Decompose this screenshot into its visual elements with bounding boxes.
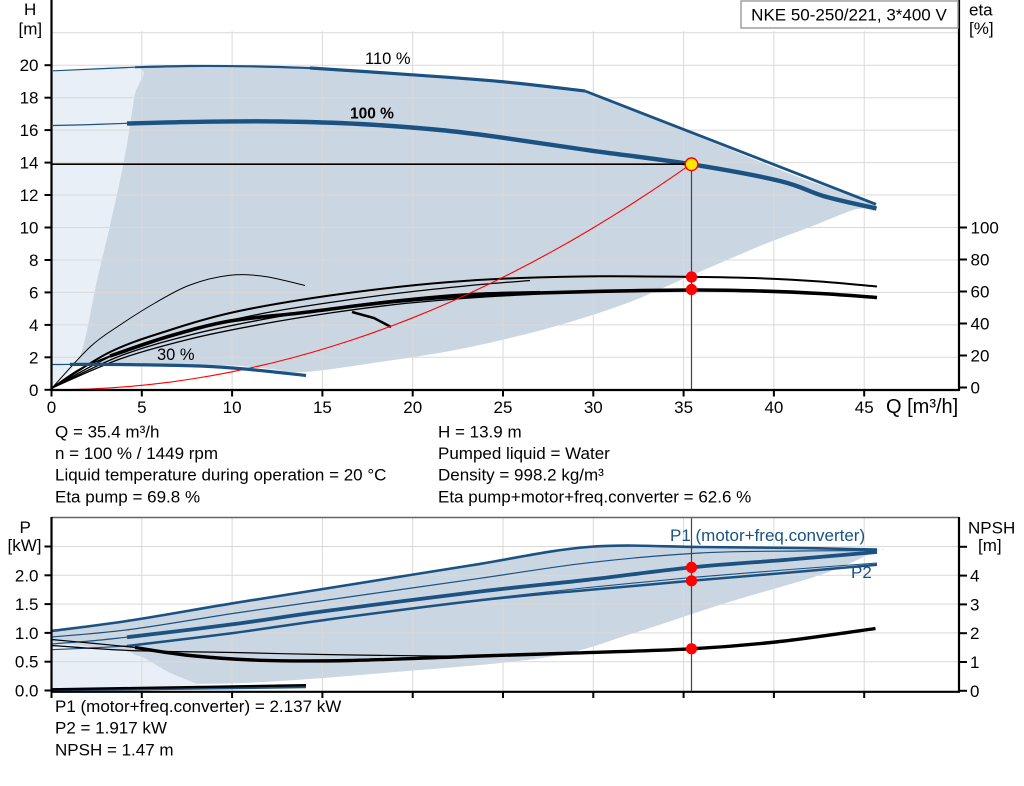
svg-text:15: 15 [313,398,332,417]
svg-text:0: 0 [47,398,56,417]
svg-text:Q = 35.4 m³/h: Q = 35.4 m³/h [55,423,159,442]
svg-text:NKE 50-250/221, 3*400 V: NKE 50-250/221, 3*400 V [751,6,947,25]
svg-text:60: 60 [971,283,990,302]
svg-text:0.5: 0.5 [15,653,39,672]
svg-text:10: 10 [223,398,242,417]
svg-text:16: 16 [20,121,39,140]
svg-text:8: 8 [29,251,38,270]
svg-text:1: 1 [970,653,979,672]
svg-text:P: P [20,518,31,537]
svg-text:10: 10 [20,219,39,238]
svg-text:35: 35 [674,398,693,417]
svg-text:20: 20 [403,398,422,417]
svg-text:40: 40 [764,398,783,417]
svg-text:H = 13.9 m: H = 13.9 m [438,423,522,442]
svg-text:20: 20 [971,347,990,366]
svg-text:0.0: 0.0 [15,682,39,701]
svg-text:Liquid temperature during oper: Liquid temperature during operation = 20… [55,466,386,485]
svg-text:25: 25 [494,398,513,417]
svg-text:Eta pump = 69.8 %: Eta pump = 69.8 % [55,487,200,506]
svg-text:Density = 998.2 kg/m³: Density = 998.2 kg/m³ [438,466,604,485]
svg-text:eta: eta [969,1,993,20]
svg-text:n = 100 % / 1449 rpm: n = 100 % / 1449 rpm [55,444,218,463]
svg-text:4: 4 [29,316,38,335]
svg-text:H: H [24,0,36,19]
svg-text:12: 12 [20,186,39,205]
svg-text:110 %: 110 % [365,50,411,68]
svg-text:30: 30 [584,398,603,417]
svg-text:30 %: 30 % [157,346,195,364]
svg-text:4: 4 [970,567,979,586]
svg-text:20: 20 [20,56,39,75]
svg-text:P2: P2 [851,563,872,582]
svg-text:45: 45 [855,398,874,417]
svg-text:0: 0 [971,379,980,398]
svg-text:1.0: 1.0 [15,624,39,643]
svg-text:40: 40 [971,315,990,334]
svg-text:[%]: [%] [969,19,994,38]
svg-text:3: 3 [970,595,979,614]
svg-text:Q [m³/h]: Q [m³/h] [886,396,958,418]
svg-text:100 %: 100 % [350,106,394,123]
svg-text:P1 (motor+freq.converter) = 2.: P1 (motor+freq.converter) = 2.137 kW [55,697,341,716]
svg-text:0: 0 [29,381,38,400]
svg-text:0: 0 [970,682,979,701]
svg-text:NPSH: NPSH [968,519,1015,538]
svg-text:80: 80 [971,251,990,270]
svg-text:NPSH = 1.47 m: NPSH = 1.47 m [55,740,174,759]
svg-text:[m]: [m] [978,536,1002,555]
svg-text:P1 (motor+freq.converter): P1 (motor+freq.converter) [670,526,865,545]
svg-text:18: 18 [20,89,39,108]
svg-text:2: 2 [29,348,38,367]
svg-text:2.0: 2.0 [15,566,39,585]
svg-text:14: 14 [20,154,39,173]
svg-text:6: 6 [29,283,38,302]
svg-text:1.5: 1.5 [15,595,39,614]
svg-text:Pumped liquid = Water: Pumped liquid = Water [438,444,610,463]
svg-text:P2 = 1.917 kW: P2 = 1.917 kW [55,719,167,738]
svg-text:100: 100 [971,219,999,238]
svg-text:Eta pump+motor+freq.converter: Eta pump+motor+freq.converter = 62.6 % [438,487,751,506]
svg-text:[m]: [m] [19,20,43,39]
svg-text:5: 5 [137,398,146,417]
svg-text:[kW]: [kW] [8,536,42,555]
svg-text:2: 2 [970,624,979,643]
